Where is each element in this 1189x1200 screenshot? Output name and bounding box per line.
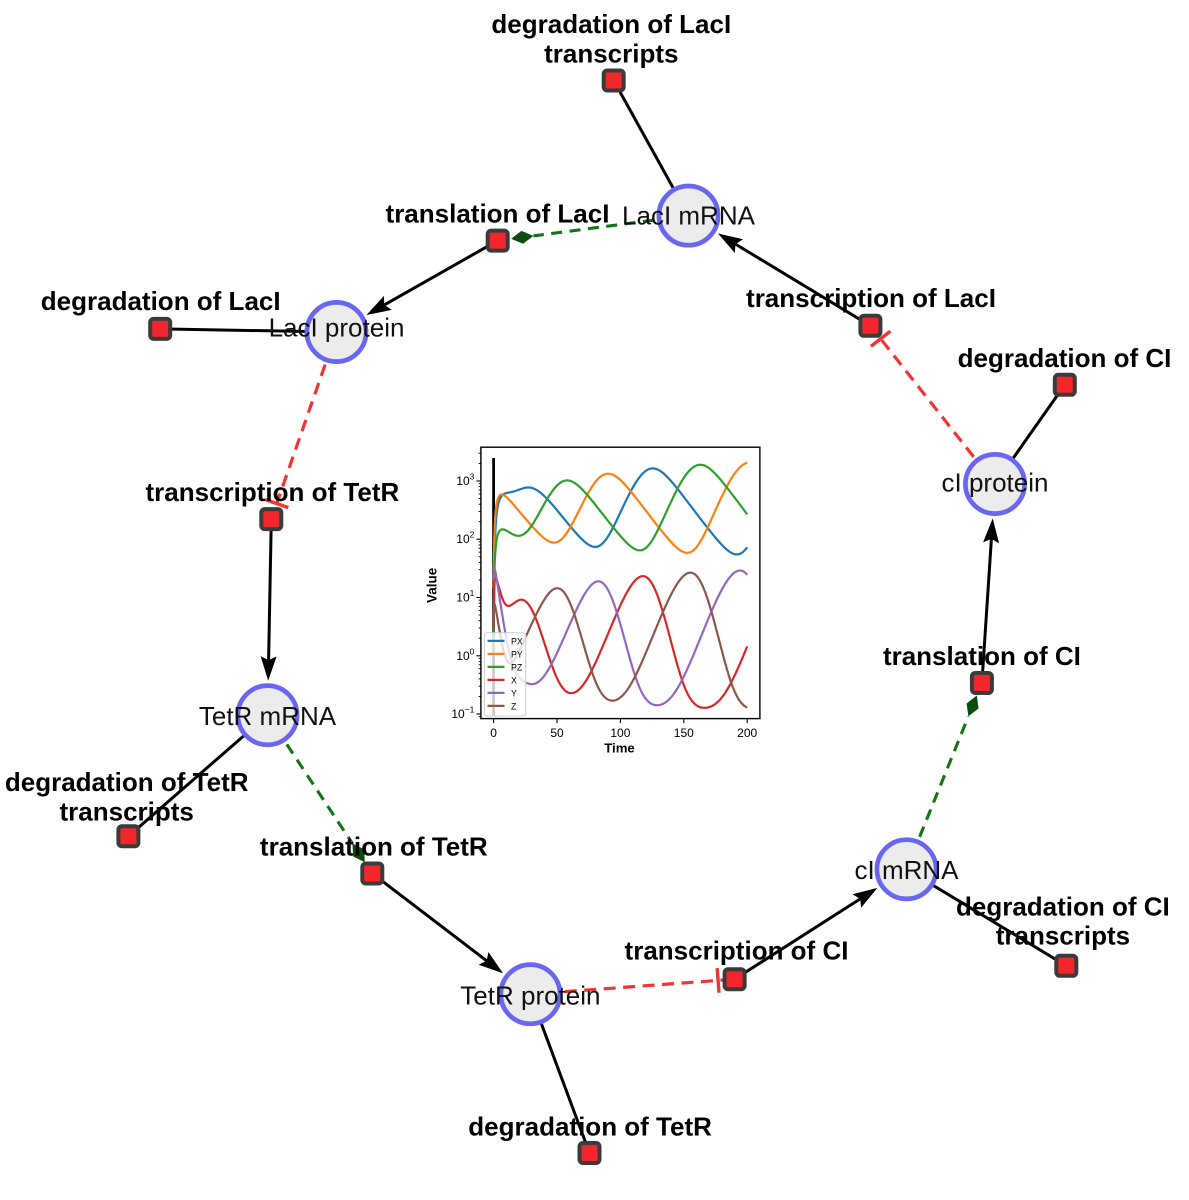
svg-text:cI protein: cI protein <box>942 467 1049 497</box>
svg-text:Time: Time <box>604 741 635 756</box>
svg-text:transcription of LacI: transcription of LacI <box>746 283 996 313</box>
svg-text:transcripts: transcripts <box>60 797 194 827</box>
svg-text:103: 103 <box>456 472 474 489</box>
svg-text:cI mRNA: cI mRNA <box>855 855 960 885</box>
svg-text:50: 50 <box>550 726 564 740</box>
svg-text:LacI protein: LacI protein <box>269 312 405 342</box>
svg-text:transcripts: transcripts <box>544 38 678 68</box>
svg-text:PX: PX <box>511 636 523 646</box>
svg-text:Value: Value <box>425 567 440 603</box>
svg-text:X: X <box>511 675 517 685</box>
svg-text:PZ: PZ <box>511 662 523 672</box>
svg-text:TetR mRNA: TetR mRNA <box>199 701 337 731</box>
svg-text:degradation of TetR: degradation of TetR <box>5 767 249 797</box>
svg-text:100: 100 <box>456 646 474 663</box>
svg-text:transcripts: transcripts <box>996 921 1130 951</box>
svg-text:translation of LacI: translation of LacI <box>386 198 610 228</box>
svg-text:Y: Y <box>511 688 517 698</box>
svg-text:LacI mRNA: LacI mRNA <box>622 200 756 230</box>
svg-text:degradation of CI: degradation of CI <box>956 892 1170 922</box>
svg-text:translation of CI: translation of CI <box>883 641 1081 671</box>
svg-text:150: 150 <box>674 726 694 740</box>
svg-text:transcription of TetR: transcription of TetR <box>146 477 400 507</box>
svg-text:PY: PY <box>511 649 523 659</box>
svg-text:102: 102 <box>456 530 474 547</box>
svg-text:Z: Z <box>511 701 517 711</box>
svg-text:100: 100 <box>610 726 630 740</box>
svg-text:degradation of LacI: degradation of LacI <box>491 9 731 39</box>
svg-text:degradation of LacI: degradation of LacI <box>41 286 281 316</box>
svg-text:101: 101 <box>456 588 474 605</box>
svg-text:translation of TetR: translation of TetR <box>260 831 488 861</box>
svg-text:degradation of TetR: degradation of TetR <box>468 1111 712 1141</box>
svg-text:degradation of CI: degradation of CI <box>958 343 1172 373</box>
svg-text:200: 200 <box>737 726 757 740</box>
svg-text:TetR protein: TetR protein <box>460 980 600 1010</box>
svg-text:0: 0 <box>490 726 497 740</box>
svg-text:10−1: 10−1 <box>451 705 474 722</box>
svg-text:transcription of CI: transcription of CI <box>625 935 849 965</box>
